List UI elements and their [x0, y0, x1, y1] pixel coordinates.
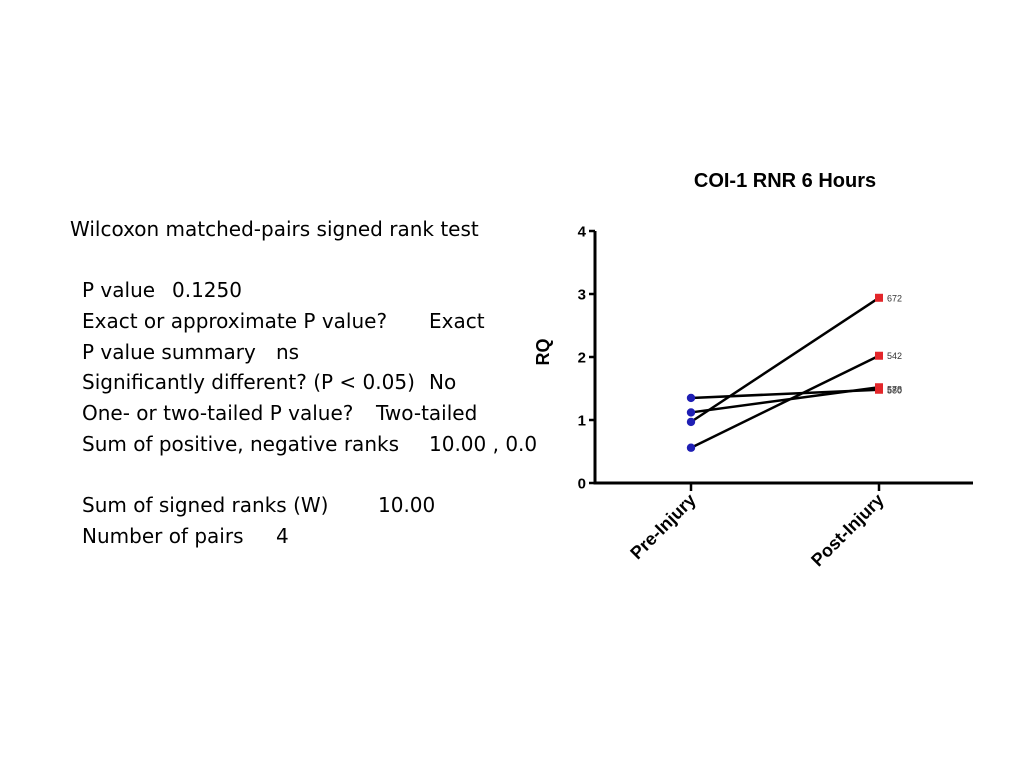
post-injury-point — [875, 385, 883, 394]
stat-value: 0.1250 — [172, 278, 242, 303]
stats-heading: Wilcoxon matched-pairs signed rank test — [70, 217, 479, 241]
y-axis-label: RQ — [533, 339, 553, 366]
post-injury-point — [875, 293, 883, 302]
stat-value: ns — [276, 339, 300, 364]
post-injury-point — [875, 351, 883, 360]
data-points — [686, 293, 883, 452]
stat-row: Significantly different? (P < 0.05) No — [70, 367, 479, 398]
stat-row: One- or two-tailed P value? Two-tailed — [70, 398, 479, 429]
stat-label: Sum of signed ranks (W) — [82, 493, 329, 518]
series-line — [690, 388, 880, 400]
pre-injury-point — [686, 443, 696, 452]
stat-label: Number of pairs — [82, 523, 244, 548]
y-tick-label: 2 — [578, 350, 586, 367]
stat-label: Sum of positive, negative ranks — [82, 431, 399, 456]
y-tick-label: 1 — [578, 413, 586, 430]
stat-value: 10.00 — [378, 493, 436, 518]
stat-label: Significantly different? (P < 0.05) — [82, 370, 415, 395]
point-label: 580 — [887, 386, 902, 396]
stats-panel: Wilcoxon matched-pairs signed rank test … — [70, 214, 537, 552]
series-lines — [690, 296, 880, 449]
chart-title: COI-1 RNR 6 Hours — [694, 170, 876, 192]
stat-value: 4 — [276, 523, 289, 548]
x-tick-label: Pre-Injury — [626, 490, 700, 564]
series-line — [690, 354, 880, 449]
stat-row: Sum of positive, negative ranks 10.00 , … — [70, 429, 537, 460]
stat-row: Exact or approximate P value? Exact — [70, 306, 485, 337]
axes — [593, 231, 973, 485]
pre-injury-point — [686, 417, 696, 427]
point-label: 672 — [887, 293, 902, 303]
y-ticks: 0 1 2 3 4 — [578, 224, 595, 493]
stat-value: Two-tailed — [376, 401, 478, 426]
stat-label: P value summary — [82, 339, 256, 364]
stat-value: Exact — [429, 309, 485, 334]
y-tick-label: 4 — [578, 224, 587, 241]
point-label: 542 — [887, 351, 902, 361]
stat-value: No — [429, 370, 457, 395]
pre-injury-point — [686, 393, 696, 403]
stat-row: Number of pairs 4 — [70, 521, 479, 552]
stat-label: One- or two-tailed P value? — [82, 401, 354, 426]
stat-label: P value — [82, 278, 156, 303]
stat-label: Exact or approximate P value? — [82, 309, 388, 334]
rq-chart: COI-1 RNR 6 Hours RQ 0 1 2 3 4 Pre-Injury Pos… — [533, 170, 973, 570]
point-label: 578 — [887, 384, 902, 394]
stat-value: 10.00 , 0.0 — [429, 431, 538, 456]
y-tick-label: 3 — [578, 287, 586, 304]
y-tick-label: 0 — [578, 476, 586, 493]
stat-row: Sum of signed ranks (W) 10.00 — [70, 490, 479, 521]
x-ticks: Pre-Injury Post-Injury — [626, 483, 888, 570]
series-line — [690, 296, 880, 423]
x-tick-label: Post-Injury — [807, 490, 888, 571]
pre-injury-point — [686, 408, 696, 417]
stat-row: P value summary ns — [70, 337, 479, 368]
stat-row: P value 0.1250 — [70, 275, 479, 306]
